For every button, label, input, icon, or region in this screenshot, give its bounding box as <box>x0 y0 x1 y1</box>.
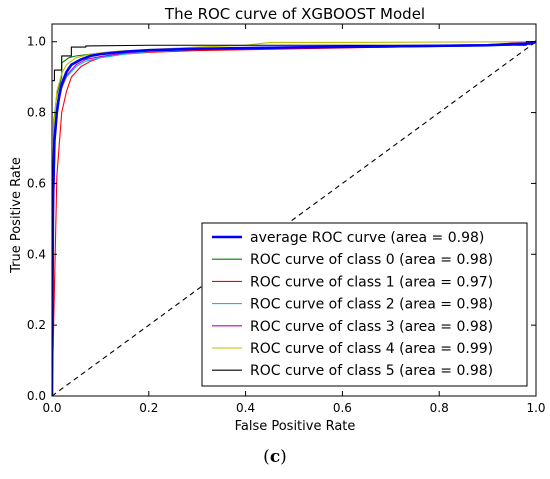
figure-caption: (c) <box>0 447 550 467</box>
legend-label: ROC curve of class 0 (area = 0.98) <box>250 252 493 268</box>
y-tick-label: 0.4 <box>27 247 46 261</box>
y-tick-label: 1.0 <box>27 35 46 49</box>
legend-label: ROC curve of class 5 (area = 0.98) <box>250 363 493 379</box>
legend-label: ROC curve of class 3 (area = 0.98) <box>250 319 493 335</box>
tick-layer: 0.0 0.2 0.4 0.6 0.8 1.0 0.0 0.2 0.4 0.6 0.8 1.0 <box>27 24 546 415</box>
x-tick-label: 0.2 <box>139 401 158 415</box>
legend-label: average ROC curve (area = 0.98) <box>250 230 484 246</box>
x-tick-label: 0.4 <box>236 401 255 415</box>
legend-label: ROC curve of class 1 (area = 0.97) <box>250 274 493 290</box>
chance-diagonal-line <box>52 41 536 396</box>
y-tick-label: 0.2 <box>27 318 46 332</box>
series-lines <box>52 40 536 396</box>
y-axis-label: True Positive Rate <box>9 157 24 274</box>
caption-close: ) <box>280 447 287 467</box>
legend: average ROC curve (area = 0.98) ROC curve… <box>201 222 528 387</box>
legend-label: ROC curve of class 2 (area = 0.98) <box>250 297 493 313</box>
x-tick-label: 0.0 <box>42 401 61 415</box>
y-tick-label: 0.6 <box>27 176 46 190</box>
x-tick-label: 0.6 <box>333 401 352 415</box>
plot-area <box>51 23 537 397</box>
x-tick-label: 0.8 <box>430 401 449 415</box>
y-tick-label: 0.8 <box>27 106 46 120</box>
x-tick-label: 1.0 <box>526 401 545 415</box>
caption-letter: c <box>269 447 281 467</box>
y-tick-label: 0.0 <box>27 389 46 403</box>
legend-label: ROC curve of class 4 (area = 0.99) <box>250 341 493 357</box>
x-axis-label: False Positive Rate <box>235 419 356 434</box>
axes-frame <box>51 23 537 397</box>
legend-box <box>201 222 528 387</box>
chart-title: The ROC curve of XGBOOST Model <box>164 5 425 23</box>
caption-open: ( <box>263 447 270 467</box>
